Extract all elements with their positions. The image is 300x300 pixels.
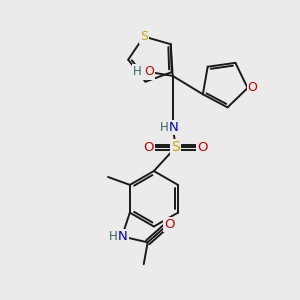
Text: O: O <box>248 82 257 94</box>
Text: O: O <box>144 141 154 154</box>
Text: N: N <box>169 121 178 134</box>
Text: O: O <box>164 218 175 231</box>
Text: H: H <box>133 65 142 79</box>
Text: N: N <box>118 230 128 243</box>
Text: S: S <box>140 30 148 43</box>
Text: H: H <box>109 230 117 243</box>
Text: S: S <box>171 140 180 154</box>
Text: H: H <box>159 121 168 134</box>
Text: O: O <box>144 65 154 79</box>
Text: O: O <box>197 141 208 154</box>
